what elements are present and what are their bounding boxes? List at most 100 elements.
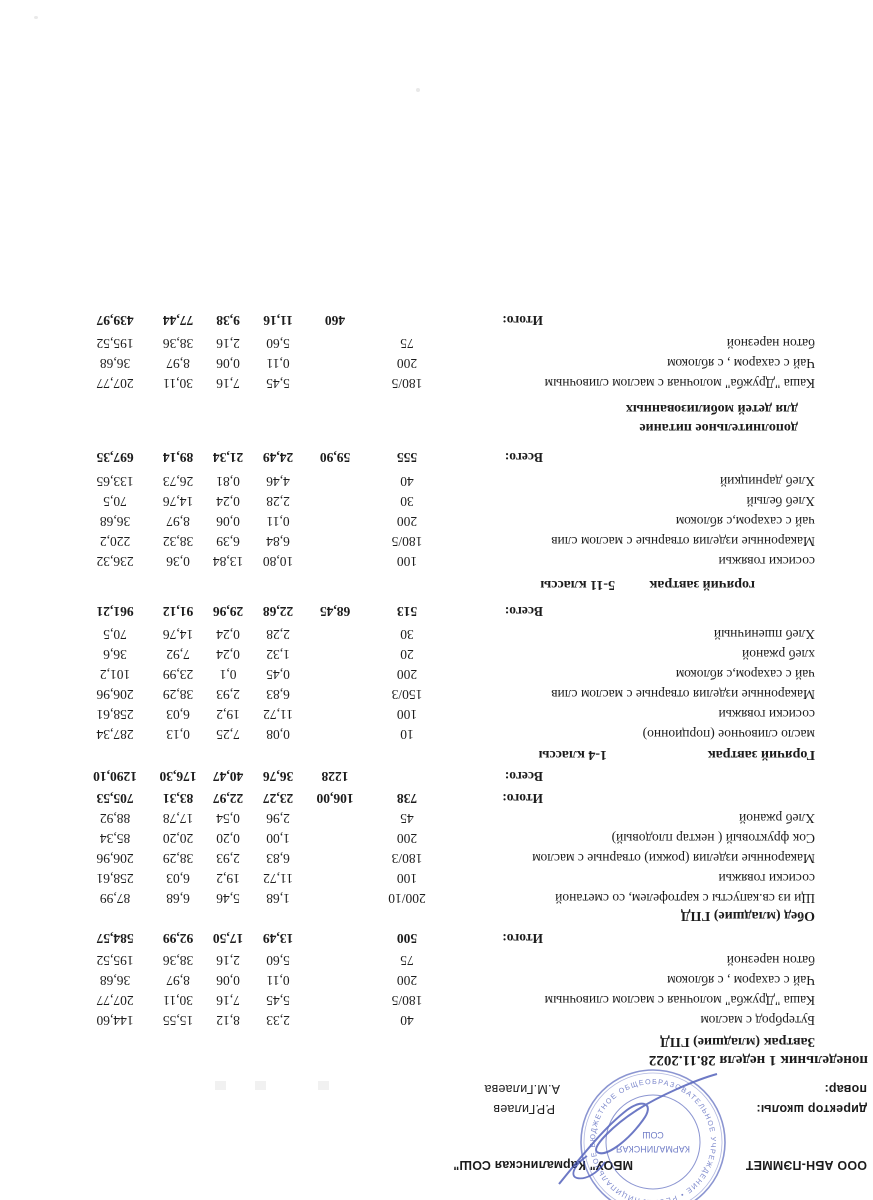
menu-row: чай с сахаром,с яблоком 200 0,11 0,06 8,97 36… xyxy=(0,509,873,529)
row-label: Хлеб белый xyxy=(746,494,815,509)
total-row: Итого: 460 11,16 9,38 77,44 439,97 xyxy=(0,308,873,328)
row-label: хлеб ржаной xyxy=(742,647,815,662)
value-cell: 87,99 xyxy=(99,891,131,906)
row-label: Чай с сахаром , с яблоком xyxy=(667,356,815,371)
row-label: Макаронные изделия (рожки) отварные с ма… xyxy=(532,851,815,866)
row-label: чай с сахаром,с яблоком xyxy=(675,667,815,682)
value-cell: 195,52 xyxy=(96,336,134,351)
value-cell: 200 xyxy=(396,514,418,529)
row-label: Каша "Дружба" молочная с маслом сливочны… xyxy=(544,376,815,391)
row-label: сосиски говяжьи xyxy=(718,707,815,722)
menu-row: Макаронные изделия отварные с маслом сли… xyxy=(0,529,873,549)
scan-speck xyxy=(34,16,38,19)
row-label: Чай с сахаром , с яблоком xyxy=(667,973,815,988)
value-cell: 85,34 xyxy=(99,831,131,846)
scan-speck xyxy=(416,88,420,92)
signature xyxy=(558,1073,718,1185)
value-cell: 30 xyxy=(400,627,414,642)
menu-row: Каша "Дружба" молочная с маслом сливочны… xyxy=(0,371,873,391)
menu-row: Сок фруктовый ( нектар плодовый) 200 1,00 0… xyxy=(0,826,873,846)
scan-artifact xyxy=(215,1081,226,1090)
row-label: сосиски говяжьи xyxy=(718,554,815,569)
value-cell: 258,61 xyxy=(96,707,134,722)
value-cell: 36,68 xyxy=(99,514,131,529)
menu-row: Каша "Дружба" молочная с маслом сливочны… xyxy=(0,988,873,1008)
row-label: для детей мобилизованных xyxy=(625,401,798,416)
value-cell: 200 xyxy=(396,831,418,846)
row-label: Итого: xyxy=(502,931,543,946)
letterhead-line: ООО АБН-ПЭММЕТ МБОУ" Кармалинская СОШ" xyxy=(453,1158,867,1172)
row-label: Горячий завтрак xyxy=(707,747,815,762)
value-cell: 220,2 xyxy=(99,534,131,549)
row-label: Итого: xyxy=(502,313,543,328)
value-cell: 206,96 xyxy=(96,687,134,702)
menu-row: Чай с сахаром , с яблоком 200 0,11 0,06 8,97… xyxy=(0,351,873,371)
row-label: 1-4 классы xyxy=(538,747,607,762)
value-cell: 961,21 xyxy=(96,604,134,619)
row-label: Всего: xyxy=(504,450,543,465)
value-cell: 40 xyxy=(400,1013,414,1028)
value-cell: 45 xyxy=(400,811,414,826)
row-label: Щи из св.капусты с картофелем, со сметан… xyxy=(555,891,815,906)
value-cell: 30 xyxy=(400,494,414,509)
value-cell: 36,68 xyxy=(99,973,131,988)
value-cell: 75 xyxy=(400,953,414,968)
menu-row: батон нарезной 75 5,60 2,16 38,36 195,52 xyxy=(0,331,873,351)
scan-artifact xyxy=(318,1081,329,1090)
value-cell: 180/3 xyxy=(391,851,423,866)
round-stamp: МУНИЦИПАЛЬНОЕ БЮДЖЕТНОЕ ОБЩЕОБРАЗОВАТЕЛЬ… xyxy=(558,1069,755,1200)
org-name-left: ООО АБН-ПЭММЕТ xyxy=(745,1158,867,1172)
value-cell: 1290,10 xyxy=(93,769,137,784)
value-cell: 200 xyxy=(396,973,418,988)
scan-artifact xyxy=(255,1081,266,1090)
menu-row: Хлеб дарницкий 40 4,46 0,81 26,73 133,65 xyxy=(0,469,873,489)
value-cell: 10 xyxy=(400,727,414,742)
value-cell: 705,53 xyxy=(96,791,134,806)
row-label: Хлеб дарницкий xyxy=(719,474,815,489)
row-label: Обед (младшие) ГПД xyxy=(680,908,815,923)
row-label: Всего: xyxy=(504,769,543,784)
row-label: Сок фруктовый ( нектар плодовый) xyxy=(611,831,815,846)
value-cell: 36,6 xyxy=(103,647,127,662)
value-cell: 258,61 xyxy=(96,871,134,886)
row-label: Хлеб ржаной xyxy=(739,811,815,826)
value-cell: 500 xyxy=(396,931,418,946)
value-cell: 195,52 xyxy=(96,953,134,968)
menu-row: Макаронные изделия (рожки) отварные с ма… xyxy=(0,846,873,866)
section-title-row: Обед (младшие) ГПД xyxy=(0,903,873,923)
value-cell: 206,96 xyxy=(96,851,134,866)
value-cell: 133,65 xyxy=(96,474,134,489)
svg-text:СОШ: СОШ xyxy=(642,1130,664,1140)
director-label: директор школы: xyxy=(756,1102,867,1116)
section-title-row: дополнительное питание xyxy=(0,415,873,435)
row-label: Каша "Дружба" молочная с маслом сливочны… xyxy=(544,993,815,1008)
menu-row: Щи из св.капусты с картофелем, со сметан… xyxy=(0,886,873,906)
value-cell: 100 xyxy=(396,871,418,886)
row-label: масло сливочное (порционно) xyxy=(642,727,815,742)
menu-row: хлеб ржаной 20 1,32 0,24 7,92 36,6 xyxy=(0,642,873,662)
section-title-row: Горячий завтрак 1-4 классы xyxy=(0,742,873,762)
total-row: Итого: 500 13,49 17,50 92,99 584,57 xyxy=(0,926,873,946)
value-cell: 88,92 xyxy=(99,811,131,826)
menu-row: сосиски говяжьи 100 11,72 19,2 6,03 258,61 xyxy=(0,702,873,722)
row-label: Итого: xyxy=(502,791,543,806)
value-cell: 200 xyxy=(396,356,418,371)
menu-row: масло сливочное (порционно) 10 0,08 7,25 0,1… xyxy=(0,722,873,742)
menu-row: Хлеб белый 30 2,28 0,24 14,76 70,5 xyxy=(0,489,873,509)
value-cell: 236,32 xyxy=(96,554,134,569)
value-cell: 180/5 xyxy=(391,993,423,1008)
value-cell: 70,5 xyxy=(103,494,127,509)
row-label: батон нарезной xyxy=(726,953,815,968)
menu-row: Хлеб пшеничный 30 2,28 0,24 14,76 70,5 xyxy=(0,622,873,642)
value-cell: 75 xyxy=(400,336,414,351)
row-label: чай с сахаром,с яблоком xyxy=(675,514,815,529)
row-label: Бутерброд с маслом xyxy=(700,1013,815,1028)
menu-row: Бутерброд с маслом 40 2,33 8,12 15,55 144,60 xyxy=(0,1008,873,1028)
row-label: 5-11 классы xyxy=(540,577,615,592)
total-row: Всего: 555 59,90 24,49 21,34 89,14 697,35 xyxy=(0,445,873,465)
value-cell: 36,68 xyxy=(99,356,131,371)
total-row: Всего: 513 68,45 22,68 29,96 91,12 961,21 xyxy=(0,599,873,619)
menu-row: сосиски говяжьи 100 10,80 13,84 0,36 236,32 xyxy=(0,549,873,569)
total-row: Итого: 738 106,00 23,27 22,97 83,31 705,53 xyxy=(0,786,873,806)
